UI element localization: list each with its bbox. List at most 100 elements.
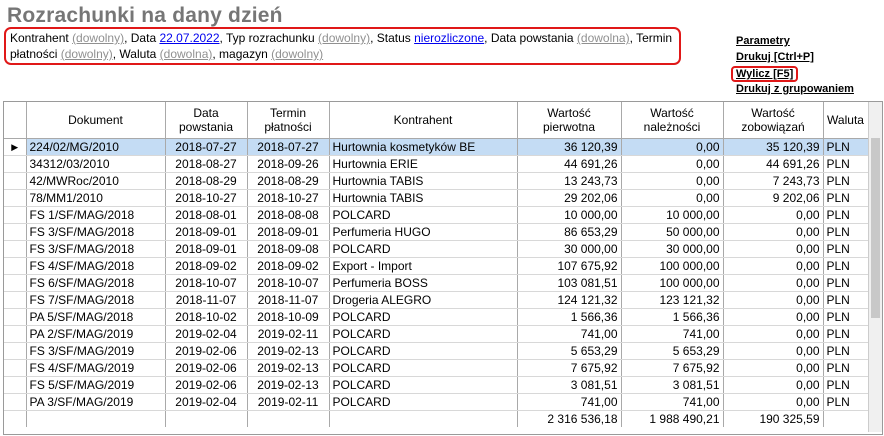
settlements-grid[interactable]: Dokument Data powstania Termin płatności… xyxy=(3,101,883,435)
table-row[interactable]: PA 3/SF/MAG/2019 2019-02-04 2019-02-11 POLC… xyxy=(4,393,869,411)
filter-waluta-link[interactable]: (dowolna) xyxy=(159,47,213,61)
table-row[interactable]: 42/MWRoc/2010 2018-08-29 2018-08-29 Hurtown… xyxy=(4,172,869,190)
row-indicator-cell xyxy=(4,206,27,224)
cell-zobowiazan: 0,00 xyxy=(723,206,824,224)
cell-zobowiazan: 0,00 xyxy=(723,291,824,309)
table-row[interactable]: PA 2/SF/MAG/2019 2019-02-04 2019-02-11 POLC… xyxy=(4,325,869,343)
col-termin-platnosci[interactable]: Termin płatności xyxy=(247,102,330,139)
cell-termin: 2018-10-27 xyxy=(247,189,330,207)
cell-naleznosci: 0,00 xyxy=(621,189,724,207)
cell-waluta: PLN xyxy=(823,257,869,275)
cell-data: 2018-09-02 xyxy=(165,257,248,275)
table-row[interactable]: 34312/03/2010 2018-08-27 2018-09-26 Hurtown… xyxy=(4,155,869,173)
table-row[interactable]: FS 7/SF/MAG/2018 2018-11-07 2018-11-07 Drog… xyxy=(4,291,869,309)
table-row[interactable]: FS 3/SF/MAG/2019 2019-02-06 2019-02-13 POLC… xyxy=(4,342,869,360)
cell-dokument: FS 6/SF/MAG/2018 xyxy=(26,274,166,292)
cell-data: 2018-09-01 xyxy=(165,223,248,241)
row-indicator-cell xyxy=(4,189,27,207)
filter-magazyn-link[interactable]: (dowolny) xyxy=(271,47,324,61)
filter-status-link[interactable]: nierozliczone xyxy=(414,31,485,45)
filter-data-powstania-label: Data powstania xyxy=(490,31,574,45)
parametry-link[interactable]: Parametry xyxy=(736,35,790,47)
drukuj-link[interactable]: Drukuj [Ctrl+P] xyxy=(736,51,814,63)
cell-naleznosci: 123 121,32 xyxy=(621,291,724,309)
row-indicator-cell xyxy=(4,223,27,241)
filter-data-powstania-link[interactable]: (dowolna) xyxy=(576,31,630,45)
cell-dokument: FS 4/SF/MAG/2018 xyxy=(26,257,166,275)
row-indicator-cell xyxy=(4,342,27,360)
row-indicator-cell xyxy=(4,274,27,292)
cell-naleznosci: 1 566,36 xyxy=(621,308,724,326)
cell-kontrahent: Perfumeria HUGO xyxy=(329,223,518,241)
filter-termin-link[interactable]: (dowolny) xyxy=(60,47,113,61)
col-waluta[interactable]: Waluta xyxy=(823,102,869,139)
total-naleznosci: 1 988 490,21 xyxy=(621,410,724,427)
table-row[interactable]: FS 5/SF/MAG/2019 2019-02-06 2019-02-13 POLC… xyxy=(4,376,869,394)
cell-pierwotna: 741,00 xyxy=(517,325,622,343)
cell-data: 2018-07-27 xyxy=(165,138,248,156)
table-row[interactable]: ▶ 224/02/MG/2010 2018-07-27 2018-07-27 Hurto… xyxy=(4,138,869,156)
cell-pierwotna: 86 653,29 xyxy=(517,223,622,241)
filter-termin-label: Termin płatności xyxy=(10,31,673,61)
filter-kontrahent-link[interactable]: (dowolny) xyxy=(72,31,125,45)
cell-pierwotna: 124 121,32 xyxy=(517,291,622,309)
table-row[interactable]: FS 4/SF/MAG/2019 2019-02-06 2019-02-13 POLC… xyxy=(4,359,869,377)
cell-pierwotna: 7 675,92 xyxy=(517,359,622,377)
vertical-scrollbar[interactable] xyxy=(868,102,882,432)
filter-magazyn-label: magazyn xyxy=(219,47,268,61)
cell-dokument: 224/02/MG/2010 xyxy=(26,138,166,156)
cell-waluta: PLN xyxy=(823,240,869,258)
col-wartosc-naleznosci[interactable]: Wartość należności xyxy=(621,102,724,139)
row-indicator-cell xyxy=(4,325,27,343)
drukuj-z-grupowaniem-link[interactable]: Drukuj z grupowaniem xyxy=(736,83,854,95)
cell-termin: 2019-02-11 xyxy=(247,393,330,411)
row-indicator-cell xyxy=(4,240,27,258)
cell-waluta: PLN xyxy=(823,342,869,360)
cell-waluta: PLN xyxy=(823,325,869,343)
cell-kontrahent: POLCARD xyxy=(329,376,518,394)
cell-data: 2018-10-27 xyxy=(165,189,248,207)
wylicz-link[interactable]: Wylicz [F5] xyxy=(731,66,799,82)
cell-dokument: 34312/03/2010 xyxy=(26,155,166,173)
cell-termin: 2018-09-08 xyxy=(247,240,330,258)
table-row[interactable]: 78/MM1/2010 2018-10-27 2018-10-27 Hurtownia… xyxy=(4,189,869,207)
cell-pierwotna: 10 000,00 xyxy=(517,206,622,224)
cell-dokument: FS 3/SF/MAG/2018 xyxy=(26,240,166,258)
cell-zobowiazan: 0,00 xyxy=(723,257,824,275)
cell-pierwotna: 29 202,06 xyxy=(517,189,622,207)
col-kontrahent[interactable]: Kontrahent xyxy=(329,102,518,139)
cell-naleznosci: 100 000,00 xyxy=(621,257,724,275)
row-indicator-cell xyxy=(4,172,27,190)
cell-naleznosci: 100 000,00 xyxy=(621,274,724,292)
filter-typ-link[interactable]: (dowolny) xyxy=(318,31,371,45)
cell-termin: 2018-09-26 xyxy=(247,155,330,173)
table-row[interactable]: FS 3/SF/MAG/2018 2018-09-01 2018-09-01 Perf… xyxy=(4,223,869,241)
table-row[interactable]: FS 6/SF/MAG/2018 2018-10-07 2018-10-07 Perf… xyxy=(4,274,869,292)
cell-zobowiazan: 0,00 xyxy=(723,359,824,377)
indicator-header xyxy=(4,102,27,139)
cell-kontrahent: Export - Import xyxy=(329,257,518,275)
scrollbar-thumb[interactable] xyxy=(871,138,880,318)
totals-row: 2 316 536,18 1 988 490,21 190 325,59 xyxy=(4,410,869,427)
cell-pierwotna: 30 000,00 xyxy=(517,240,622,258)
cell-dokument: FS 4/SF/MAG/2019 xyxy=(26,359,166,377)
col-data-powstania[interactable]: Data powstania xyxy=(165,102,248,139)
table-row[interactable]: FS 3/SF/MAG/2018 2018-09-01 2018-09-08 POLC… xyxy=(4,240,869,258)
filter-kontrahent-label: Kontrahent xyxy=(10,31,69,45)
col-wartosc-pierwotna[interactable]: Wartość pierwotna xyxy=(517,102,622,139)
cell-termin: 2019-02-13 xyxy=(247,342,330,360)
cell-data: 2018-08-01 xyxy=(165,206,248,224)
cell-kontrahent: Drogeria ALEGRO xyxy=(329,291,518,309)
cell-data: 2018-11-07 xyxy=(165,291,248,309)
cell-waluta: PLN xyxy=(823,223,869,241)
col-dokument[interactable]: Dokument xyxy=(26,102,166,139)
table-row[interactable]: FS 4/SF/MAG/2018 2018-09-02 2018-09-02 Expo… xyxy=(4,257,869,275)
cell-naleznosci: 0,00 xyxy=(621,138,724,156)
cell-data: 2019-02-06 xyxy=(165,376,248,394)
table-row[interactable]: FS 1/SF/MAG/2018 2018-08-01 2018-08-08 POLC… xyxy=(4,206,869,224)
cell-termin: 2018-09-02 xyxy=(247,257,330,275)
table-row[interactable]: PA 5/SF/MAG/2018 2018-10-02 2018-10-09 POLC… xyxy=(4,308,869,326)
table-header: Dokument Data powstania Termin płatności… xyxy=(4,102,869,139)
filter-data-link[interactable]: 22.07.2022 xyxy=(159,31,220,45)
col-wartosc-zobowiazan[interactable]: Wartość zobowiązań xyxy=(723,102,824,139)
